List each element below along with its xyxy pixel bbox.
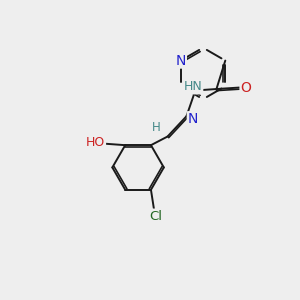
Text: O: O bbox=[241, 80, 251, 94]
Text: N: N bbox=[188, 112, 198, 126]
Text: N: N bbox=[176, 54, 186, 68]
Text: HO: HO bbox=[86, 136, 105, 149]
Text: HN: HN bbox=[184, 80, 202, 94]
Text: H: H bbox=[152, 121, 161, 134]
Text: Cl: Cl bbox=[149, 210, 162, 223]
